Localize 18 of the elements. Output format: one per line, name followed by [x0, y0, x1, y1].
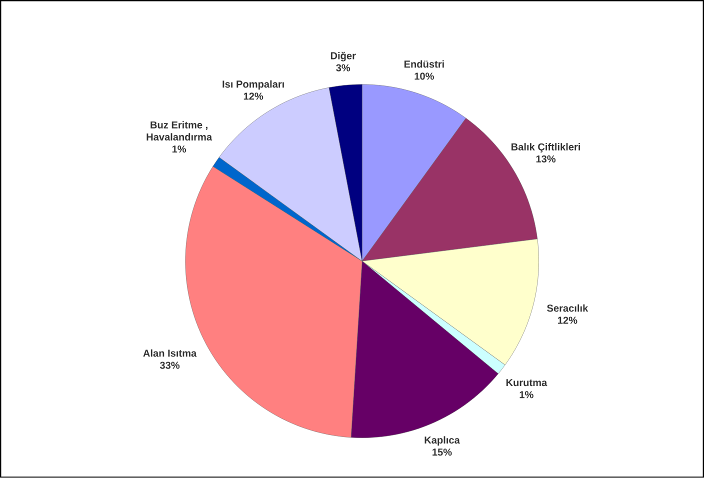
data-label: 13% [536, 156, 556, 163]
data-label: 12% [558, 316, 578, 324]
slice-label: Kurutma [506, 379, 548, 386]
slice-label: Endüstri [404, 60, 444, 68]
slice-label: Diğer [330, 52, 356, 62]
slice-label: Alan Isıtma [143, 349, 197, 357]
data-label: 1% [172, 146, 186, 153]
slice-label: Isı Pompaları [222, 80, 284, 90]
slice-label: Seracılık [547, 304, 588, 312]
data-label: 10% [414, 72, 434, 80]
data-label: 1% [520, 391, 534, 398]
slice-label: Kaplıca [424, 436, 460, 446]
data-label: 33% [160, 362, 180, 369]
slice-label: Balık Çiftlikleri [512, 143, 580, 153]
data-label: 12% [244, 92, 264, 100]
data-label: 15% [432, 448, 452, 456]
data-label: 3% [336, 64, 350, 72]
slice-label: Buz Eritme , Havalandırma [146, 121, 212, 141]
